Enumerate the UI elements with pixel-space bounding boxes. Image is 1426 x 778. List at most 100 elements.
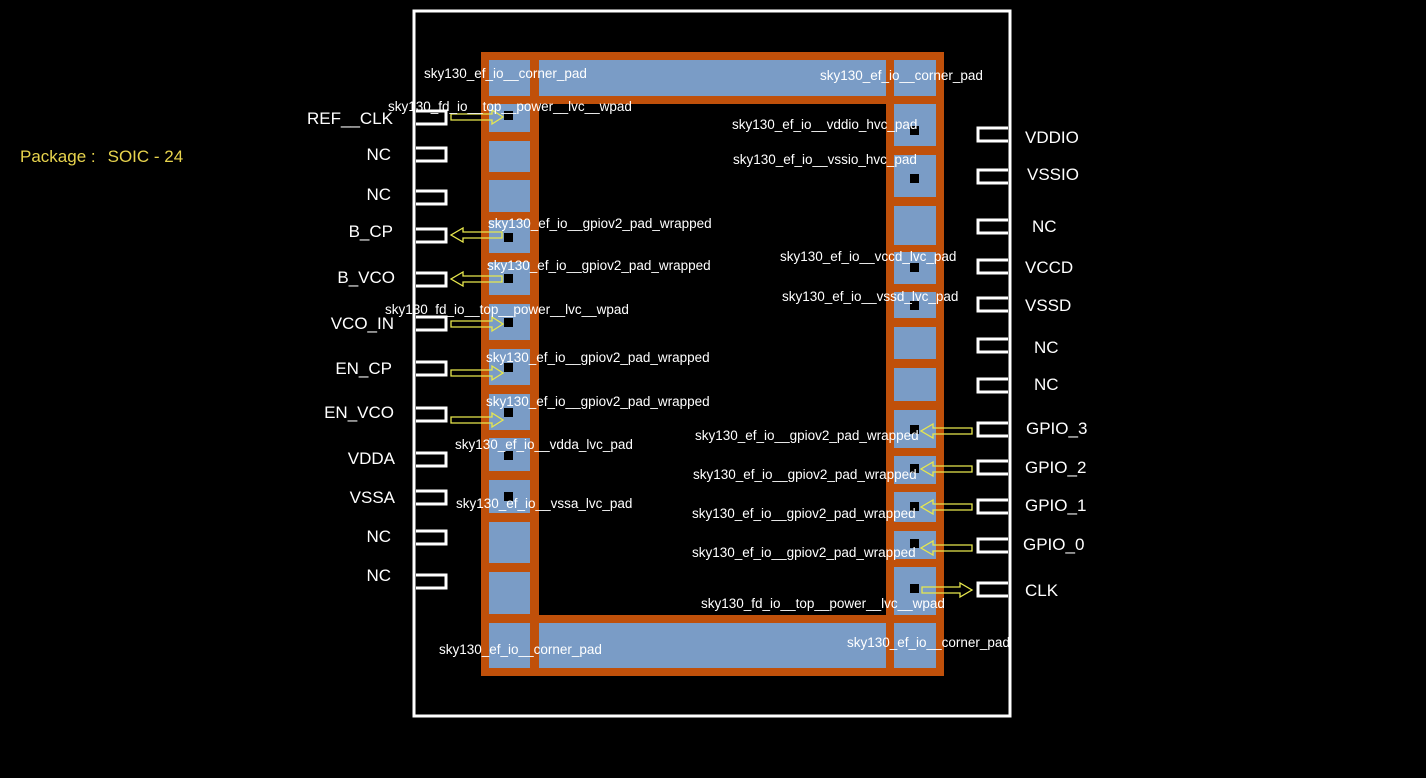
pad-label-left: sky130_ef_io__gpiov2_pad_wrapped (488, 216, 712, 231)
bond-contact (504, 451, 513, 460)
bond-contact (910, 464, 919, 473)
pad-label-left: sky130_ef_io__vssa_lvc_pad (456, 496, 633, 511)
arrow-right-icon (450, 364, 505, 382)
pad-label-right: sky130_ef_io__vccd_lvc_pad (780, 249, 957, 264)
left-pin-label: EN_CP (335, 359, 392, 378)
left-pin-tabs (416, 109, 448, 590)
left-pad (489, 572, 530, 614)
right-pin-label: VDDIO (1025, 128, 1079, 147)
right-pin-label: NC (1034, 338, 1059, 357)
signal-arrows (449, 108, 974, 599)
pad-label-corner-tr: sky130_ef_io__corner_pad (820, 68, 983, 83)
left-pin-label: VDDA (347, 449, 395, 468)
bond-contact (504, 492, 513, 501)
pad-label-left: sky130_fd_io__top__power__lvc__wpad (385, 302, 629, 317)
arrow-left-icon (919, 539, 973, 557)
core-area (539, 104, 886, 615)
left-pin-label: REF__CLK (307, 109, 393, 128)
arrow-right-icon (450, 411, 505, 429)
pad-label-left: sky130_ef_io__vdda_lvc_pad (455, 437, 633, 452)
arrow-right-icon (450, 108, 505, 126)
arrow-left-icon (919, 498, 973, 516)
bond-contact (504, 363, 513, 372)
pad-label-right: sky130_ef_io__gpiov2_pad_wrapped (692, 545, 916, 560)
bond-contact (504, 318, 513, 327)
corner-pad-bl-small (489, 623, 530, 668)
bond-contact (504, 408, 513, 417)
pad-label-corner-tl: sky130_ef_io__corner_pad (424, 66, 587, 81)
bond-contact (910, 539, 919, 548)
package-label: Package : SOIC - 24 (20, 147, 195, 167)
right-pin-label: NC (1032, 217, 1057, 236)
left-pin-label: B_CP (348, 222, 393, 241)
right-pin-label: GPIO_0 (1023, 535, 1085, 554)
pin-tab (416, 529, 448, 546)
pin-tab (416, 271, 448, 288)
corner-pads (489, 60, 936, 668)
left-pin-label: NC (366, 185, 391, 204)
bond-contact (504, 233, 513, 242)
right-pad (894, 206, 936, 245)
left-pin-label: NC (366, 566, 391, 585)
pad-label-right: sky130_ef_io__vssio_hvc_pad (733, 152, 917, 167)
pad-label-right: sky130_ef_io__gpiov2_pad_wrapped (695, 428, 919, 443)
pin-tab (416, 489, 448, 506)
bond-contact (504, 111, 513, 120)
left-pin-label: VCO_IN (330, 314, 394, 333)
arrow-right-icon (450, 315, 505, 333)
pad-label-right: sky130_fd_io__top__power__lvc__wpad (701, 596, 945, 611)
package-outline (412, 9, 1012, 718)
pad-ring (481, 52, 944, 676)
right-pad (894, 327, 936, 359)
right-pin-tabs (976, 126, 1008, 598)
pin-tab (416, 451, 448, 468)
bond-contact (910, 174, 919, 183)
pin-tab (416, 146, 448, 163)
right-pin-label: GPIO_3 (1026, 419, 1088, 438)
arrow-left-icon (449, 226, 503, 244)
bond-contact (910, 425, 919, 434)
pin-tab (416, 573, 448, 590)
package-label-prefix: Package : (20, 147, 96, 166)
arrow-right-icon (921, 581, 974, 599)
right-pad-column (894, 104, 936, 615)
left-pin-label: NC (366, 145, 391, 164)
corner-pad-tr-small (894, 60, 936, 96)
arrow-left-icon (919, 460, 973, 478)
pin-tab (976, 337, 1008, 354)
pin-tab (976, 581, 1008, 598)
pin-tab (976, 126, 1008, 143)
pad-label-right: sky130_ef_io__gpiov2_pad_wrapped (692, 506, 916, 521)
right-pin-label: GPIO_1 (1025, 496, 1087, 515)
pad-label-left: sky130_ef_io__gpiov2_pad_wrapped (487, 258, 711, 273)
right-pin-label: NC (1034, 375, 1059, 394)
right-pad (894, 368, 936, 401)
pin-tab (976, 377, 1008, 394)
pin-tab (976, 296, 1008, 313)
bond-contact (910, 301, 919, 310)
left-pin-label: B_VCO (337, 268, 395, 287)
top-band (539, 60, 886, 96)
pin-tab (976, 459, 1008, 476)
pin-tab (416, 360, 448, 377)
bond-contacts (504, 111, 919, 593)
right-pin-label: VCCD (1025, 258, 1074, 277)
pin-tab (416, 406, 448, 423)
right-pad (894, 104, 936, 146)
right-pin-label: VSSD (1025, 296, 1072, 315)
right-pin-label: VSSIO (1027, 165, 1079, 184)
pad-label-left: sky130_fd_io__top__power__lvc__wpad (388, 99, 632, 114)
pin-tab (416, 227, 448, 244)
arrow-left-icon (919, 422, 973, 440)
pad-label-right: sky130_ef_io__vddio_hvc_pad (732, 117, 918, 132)
arrow-left-icon (449, 270, 503, 288)
left-pin-label: NC (366, 527, 391, 546)
pin-tab (976, 498, 1008, 515)
bond-contact (504, 274, 513, 283)
left-pad (489, 180, 530, 212)
pin-tab (976, 168, 1008, 185)
pin-tab (976, 421, 1008, 438)
left-pad (489, 141, 530, 172)
pin-tab (976, 258, 1008, 275)
